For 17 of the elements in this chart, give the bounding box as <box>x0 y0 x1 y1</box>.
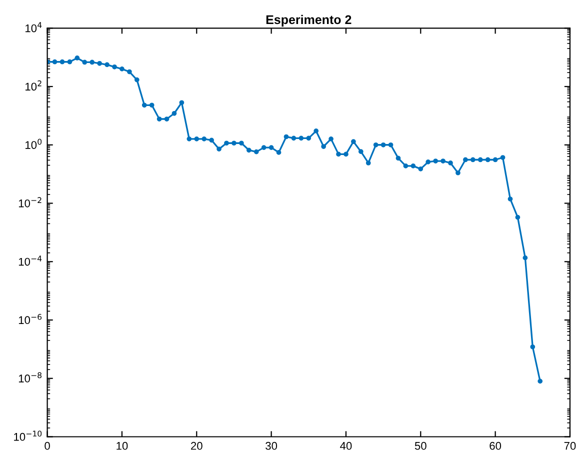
y-tick-label: 10$^{2}$ <box>26 80 42 91</box>
y-tick-label: 10$^{−2}$ <box>18 197 42 208</box>
x-tick-label: 0 <box>44 442 50 450</box>
y-tick-label: 10$^{0}$ <box>26 138 42 149</box>
y-tick-label: 10$^{−4}$ <box>18 256 42 266</box>
x-tick-label: 70 <box>564 442 576 450</box>
x-tick-label: 40 <box>340 442 352 450</box>
y-tick-label: 10$^{−8}$ <box>18 372 42 382</box>
y-tick-label: 10$^{−10}$ <box>14 430 42 441</box>
y-tick-label: 10$^{4}$ <box>26 22 42 32</box>
x-tick-label: 30 <box>266 442 278 450</box>
x-tick-label: 20 <box>191 442 202 450</box>
x-tick-label: 50 <box>414 442 426 450</box>
x-tick-label: 10 <box>116 442 128 450</box>
y-tick-label: 10$^{−6}$ <box>18 314 42 324</box>
x-tick-label: 60 <box>490 442 502 450</box>
chart-title: Esperimento 2 <box>266 14 352 27</box>
